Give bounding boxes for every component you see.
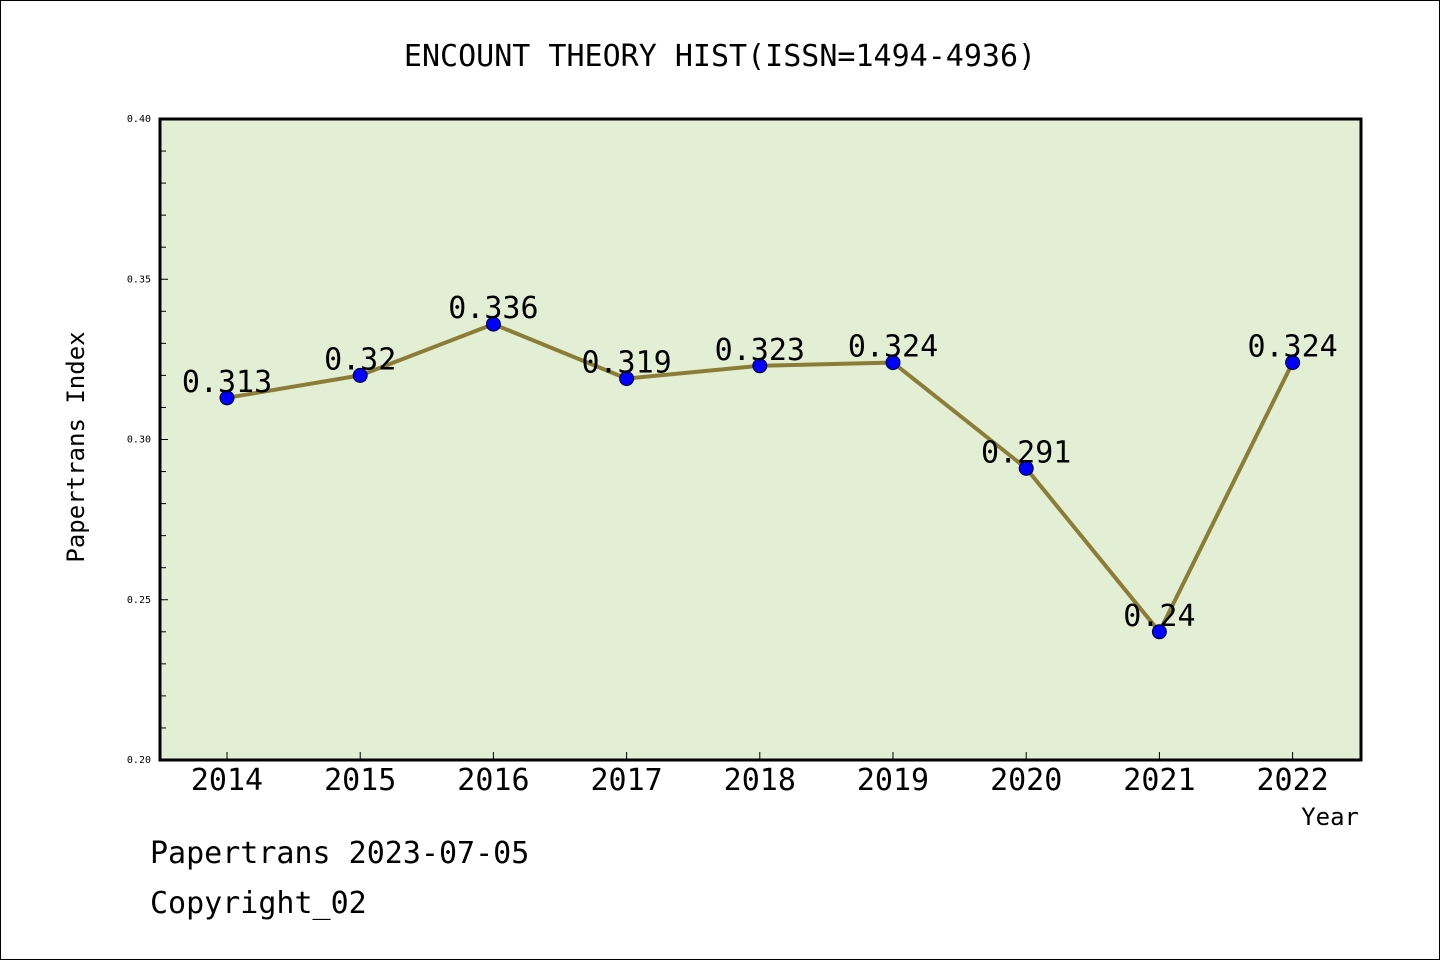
x-tick-label: 2016 [457, 763, 529, 798]
x-tick-label: 2018 [724, 763, 796, 798]
data-label: 0.323 [715, 333, 805, 368]
x-tick-label: 2015 [324, 763, 396, 798]
data-point [352, 367, 368, 383]
data-point [1018, 460, 1034, 476]
x-axis: 2014 2015 2016 2017 2018 2019 2020 2021 2022 [191, 752, 1329, 798]
x-tick-label: 2021 [1123, 763, 1195, 798]
data-point [1285, 355, 1301, 371]
data-label: 0.32 [324, 342, 396, 377]
y-tick-label: 0.30 [127, 435, 151, 446]
data-label: 0.291 [981, 435, 1071, 470]
data-point [752, 358, 768, 374]
y-axis: 0.20 0.25 0.30 0.35 0.40 [127, 114, 168, 766]
x-tick-label: 2019 [857, 763, 929, 798]
data-point [885, 355, 901, 371]
data-label: 0.24 [1123, 599, 1195, 634]
x-tick-label: 2014 [191, 763, 263, 798]
y-tick-label: 0.35 [127, 274, 151, 285]
data-label: 0.324 [848, 330, 938, 365]
y-axis-label: Papertrans Index [62, 331, 90, 562]
footer-date: Papertrans 2023-07-05 [150, 836, 530, 871]
data-point [1151, 624, 1167, 640]
y-tick-label: 0.40 [127, 114, 151, 125]
data-labels: 0.313 0.32 0.336 0.319 0.323 0.324 0.291 0.24 0.… [182, 291, 1338, 634]
footer-copyright: Copyright_02 [150, 886, 367, 921]
plot-area [158, 117, 1363, 762]
x-tick-label: 2017 [590, 763, 662, 798]
data-label: 0.313 [182, 365, 272, 400]
y-tick-label: 0.25 [127, 595, 151, 606]
y-tick-label: 0.20 [127, 755, 151, 766]
x-axis-label: Year [1301, 803, 1359, 831]
data-label: 0.336 [448, 291, 538, 326]
data-point [485, 316, 501, 332]
data-point [219, 390, 235, 406]
data-label: 0.324 [1247, 330, 1337, 365]
chart-title: ENCOUNT THEORY HIST(ISSN=1494-4936) [404, 39, 1036, 74]
x-tick-label: 2022 [1256, 763, 1328, 798]
data-label: 0.319 [581, 346, 671, 381]
x-tick-label: 2020 [990, 763, 1062, 798]
data-point [619, 371, 635, 387]
data-markers [219, 316, 1301, 640]
